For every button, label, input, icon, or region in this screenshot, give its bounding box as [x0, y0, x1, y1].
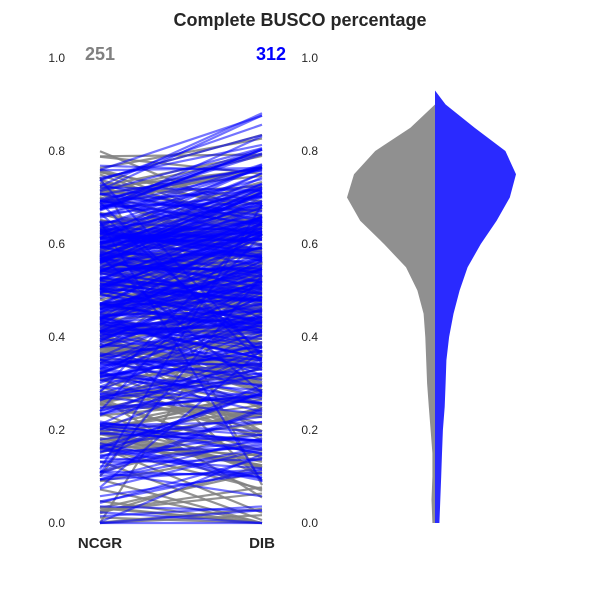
- slope-line-dib: [99, 260, 263, 284]
- slope-line-dib: [99, 341, 263, 395]
- slope-line-dib: [99, 296, 263, 312]
- left-y-axis: 0.0 0.2 0.4 0.6 0.8 1.0: [48, 51, 65, 530]
- slope-line-dib: [99, 114, 263, 192]
- slope-line-dib: [99, 112, 263, 188]
- y-tick-label: 0.8: [301, 144, 318, 158]
- slope-line-dib: [99, 367, 263, 399]
- chart-title: Complete BUSCO percentage: [173, 10, 426, 30]
- x-label-dib: DIB: [249, 535, 275, 552]
- slope-line-dib: [99, 371, 263, 413]
- slope-line-dib: [99, 246, 263, 288]
- slope-line-dib: [99, 509, 263, 525]
- y-tick-label: 0.2: [301, 423, 318, 437]
- slope-line-dib: [99, 166, 263, 172]
- slope-line-dib: [99, 268, 263, 295]
- slope-line-dib: [99, 273, 263, 343]
- left-panel: 0.0 0.2 0.4 0.6 0.8 1.0 251 312 NCGR DIB: [48, 44, 286, 552]
- ncgr-count-label: 251: [85, 44, 115, 64]
- slope-line-dib: [99, 232, 263, 253]
- slope-lines: [99, 112, 263, 525]
- slope-line-dib: [99, 392, 263, 448]
- y-tick-label: 0.0: [48, 516, 65, 530]
- dib-count-label: 312: [256, 44, 286, 64]
- slope-line-dib: [99, 135, 263, 211]
- slope-line-dib: [99, 319, 263, 360]
- y-tick-label: 1.0: [301, 51, 318, 65]
- slope-line-dib: [99, 293, 263, 332]
- slope-line-dib: [99, 337, 263, 362]
- slope-line-dib: [99, 216, 263, 261]
- y-tick-label: 0.8: [48, 144, 65, 158]
- y-tick-label: 0.4: [301, 330, 318, 344]
- slope-line-dib: [99, 274, 263, 474]
- slope-line-dib: [99, 166, 263, 196]
- slope-line-dib: [99, 396, 263, 416]
- slope-line-dib: [99, 393, 263, 412]
- y-tick-label: 0.2: [48, 423, 65, 437]
- slope-line-dib: [99, 362, 263, 366]
- slope-line-dib: [99, 447, 263, 453]
- slope-line-dib: [99, 168, 263, 209]
- slope-line-dib: [99, 315, 263, 328]
- slope-line-dib: [99, 317, 263, 349]
- slope-line-dib: [99, 143, 263, 179]
- slope-line-dib: [99, 378, 263, 392]
- slope-line-dib: [99, 148, 263, 211]
- slope-line-dib: [99, 468, 263, 503]
- slope-line-ncgr: [99, 397, 263, 499]
- y-tick-label: 0.6: [48, 237, 65, 251]
- y-tick-label: 1.0: [48, 51, 65, 65]
- right-panel: 0.0 0.2 0.4 0.6 0.8 1.0: [301, 51, 516, 530]
- slope-line-dib: [99, 365, 263, 431]
- slope-line-dib: [99, 505, 263, 512]
- slope-line-dib: [99, 433, 263, 457]
- slope-line-dib: [99, 363, 263, 376]
- slope-line-dib: [99, 306, 263, 325]
- slope-line-dib: [99, 203, 263, 225]
- slope-line-dib: [99, 367, 263, 407]
- slope-line-dib: [99, 385, 263, 405]
- slope-line-dib: [99, 191, 263, 269]
- slope-line-dib: [99, 230, 263, 241]
- slope-line-dib: [99, 267, 263, 320]
- slope-line-dib: [99, 342, 263, 365]
- slope-line-dib: [99, 287, 263, 311]
- y-tick-label: 0.4: [48, 330, 65, 344]
- y-tick-label: 0.0: [301, 516, 318, 530]
- slope-line-dib: [99, 147, 263, 205]
- slope-line-ncgr: [99, 389, 263, 438]
- slope-line-dib: [99, 215, 263, 281]
- slope-line-dib: [99, 407, 263, 473]
- x-label-ncgr: NCGR: [78, 535, 122, 552]
- violin-dib-half: [435, 90, 516, 523]
- violin-ncgr-half: [347, 104, 435, 523]
- slope-line-dib: [99, 231, 263, 282]
- y-tick-label: 0.6: [301, 237, 318, 251]
- slope-line-dib: [99, 303, 263, 318]
- slope-line-dib: [99, 448, 263, 490]
- slope-line-dib: [99, 505, 263, 518]
- right-y-axis: 0.0 0.2 0.4 0.6 0.8 1.0: [301, 51, 318, 530]
- slope-line-dib: [99, 422, 263, 433]
- slope-line-dib: [99, 312, 263, 325]
- slope-line-dib: [99, 250, 263, 290]
- slope-line-dib: [99, 346, 263, 417]
- slope-line-dib: [99, 187, 263, 261]
